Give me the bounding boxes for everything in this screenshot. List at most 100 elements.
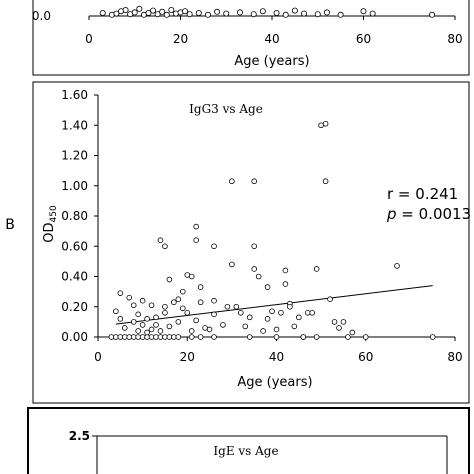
panel-b-x-tick-label: 60	[358, 350, 373, 364]
panel-b-data-point	[260, 328, 266, 334]
bottom-y-tick-label: 2.5	[69, 429, 90, 443]
panel-b-data-point	[211, 297, 217, 304]
top-data-point	[273, 9, 280, 16]
panel-b-title: IgG3 vs Age	[189, 102, 263, 116]
top-data-point	[369, 10, 376, 17]
panel-b-data-point	[229, 178, 235, 185]
panel-b-ylabel-main: OD	[42, 222, 57, 242]
panel-b-y-tick-label: 0.20	[61, 300, 88, 314]
panel-b-data-point	[251, 266, 257, 272]
panel-b-x-tick-label: 80	[447, 350, 462, 364]
top-data-point	[154, 11, 161, 18]
panel-b-data-point	[291, 323, 298, 330]
panel-b-data-point	[246, 314, 253, 321]
panel-b-data-point	[211, 311, 217, 318]
panel-b-y-tick-label: 1.40	[61, 118, 88, 132]
panel-b-data-point	[282, 281, 289, 287]
top-data-point	[99, 9, 106, 16]
panel-b-x-tick-label: 0	[94, 350, 102, 364]
bottom-panel-frame	[27, 407, 470, 474]
panel-b-data-point	[175, 334, 182, 340]
top-data-point	[145, 9, 152, 16]
panel-b-data-point	[211, 243, 217, 250]
top-data-point	[250, 11, 257, 18]
panel-b-y-tick-label: 0.80	[61, 209, 88, 223]
top-x-axis-title: Age (years)	[234, 54, 309, 69]
panel-b-data-point	[135, 311, 141, 318]
panel-b-x-tick-label: 20	[180, 350, 195, 364]
top-data-point	[182, 8, 189, 15]
top-data-point	[223, 10, 230, 17]
panel-b-data-point	[117, 290, 124, 296]
panel-b-data-point	[251, 243, 257, 250]
top-data-point	[214, 8, 221, 15]
panel-b-data-point	[157, 237, 164, 244]
top-data-point	[429, 11, 436, 18]
top-data-point	[163, 11, 170, 18]
panel-b-data-point	[206, 326, 213, 333]
panel-b-data-point	[300, 334, 307, 340]
top-data-point	[323, 9, 330, 16]
panel-b-data-point	[175, 296, 182, 302]
top-data-point	[204, 11, 211, 18]
panel-b-data-point	[273, 334, 280, 340]
panel-b-data-point	[264, 284, 271, 290]
panel-b-data-point	[278, 309, 284, 316]
panel-b-data-point	[193, 223, 199, 230]
panel-b-data-point	[153, 322, 159, 328]
panel-b-data-point	[197, 334, 204, 340]
panel-b-data-point	[139, 322, 146, 328]
panel-b-data-point	[331, 319, 338, 325]
panel-b-data-point	[220, 322, 226, 328]
panel-b-data-point	[362, 334, 369, 340]
top-data-point	[186, 11, 193, 18]
top-panel: 0.0 0 20 40 60 80 Age (years)	[32, 5, 463, 69]
panel-b-data-point	[238, 309, 244, 316]
panel-b-r-annotation: r = 0.241	[387, 185, 458, 203]
panel-b-data-point	[313, 334, 320, 340]
panel-b-data-point	[117, 316, 124, 322]
panel-b-letter: B	[5, 217, 15, 233]
panel-b-data-point	[322, 178, 329, 185]
panel-b-data-point	[273, 326, 280, 333]
panel-b-x-axis-title: Age (years)	[237, 375, 312, 390]
panel-b-data-point	[255, 273, 262, 280]
top-data-point	[131, 9, 138, 16]
panel-b-y-tick-label: 0.40	[61, 270, 88, 284]
panel-b-y-tick-label: 1.60	[61, 88, 88, 102]
top-data-point	[259, 8, 266, 15]
top-data-point	[195, 9, 202, 16]
panel-b-data-point	[394, 263, 400, 269]
panel-b-data-point	[193, 237, 199, 244]
top-data-point	[282, 11, 289, 18]
panel-b-data-point	[148, 326, 155, 333]
panel-b-data-point	[269, 308, 275, 315]
top-panel-frame	[32, 0, 470, 76]
top-x-tick-label: 0	[85, 32, 93, 46]
panel-b-data-point	[322, 120, 329, 127]
panel-b-y-tick-label: 1.00	[61, 179, 88, 193]
top-data-point	[159, 8, 166, 15]
panel-b-data-point	[184, 309, 191, 316]
panel-b-data-point	[349, 329, 356, 336]
p-value: = 0.0013	[397, 205, 472, 223]
panel-b-data-point	[282, 267, 289, 274]
top-x-tick-label: 40	[264, 32, 279, 46]
panel-b-data-point	[296, 314, 302, 321]
panel-b-data-point	[193, 317, 199, 324]
panel-b-data-point	[139, 297, 146, 304]
top-y-tick-label: 0.0	[32, 9, 51, 23]
panel-b-data-point	[197, 299, 204, 306]
top-data-point	[291, 7, 298, 14]
panel-b-data-point	[287, 303, 293, 310]
panel-b-data-point	[130, 319, 137, 325]
panel-b-data-point	[313, 266, 320, 272]
panel-b-data-point	[336, 325, 342, 331]
top-x-tick-label: 60	[356, 32, 371, 46]
panel-b-p-annotation: p = 0.0013	[386, 205, 471, 223]
panel-b-data-point	[327, 296, 333, 302]
panel-b-data-point	[113, 308, 119, 315]
top-data-point	[236, 9, 243, 16]
panel-b-data-point	[157, 328, 164, 334]
